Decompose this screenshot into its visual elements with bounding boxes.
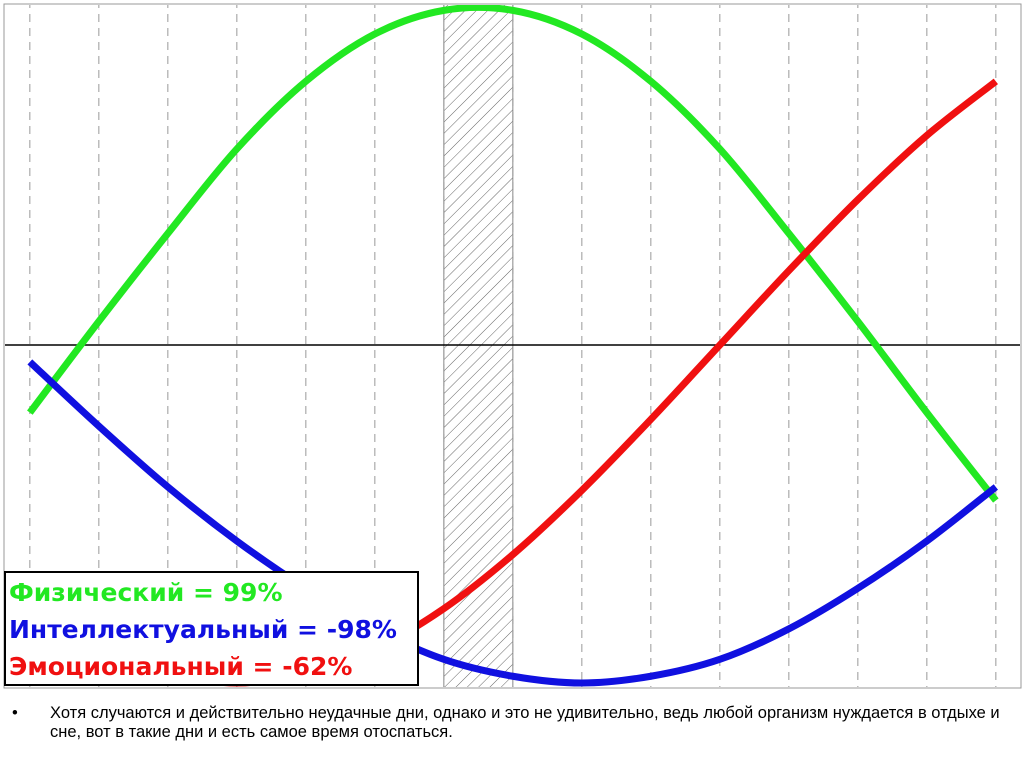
current-day-band (443, 5, 514, 687)
curve (27, 359, 999, 687)
bullet-note: Хотя случаются и действительно неудачные… (12, 704, 1000, 742)
legend: Физический = 99% Интеллектуальный = -98% Э… (4, 571, 419, 686)
legend-box (4, 571, 419, 686)
chart: Физический = 99% Интеллектуальный = -98% Э… (3, 3, 1022, 689)
legend-entry: Интеллектуальный = -98% (9, 615, 397, 644)
legend-entry: Физический = 99% (9, 578, 283, 607)
curve (27, 5, 999, 503)
legend-entry: Эмоциональный = -62% (9, 652, 352, 681)
